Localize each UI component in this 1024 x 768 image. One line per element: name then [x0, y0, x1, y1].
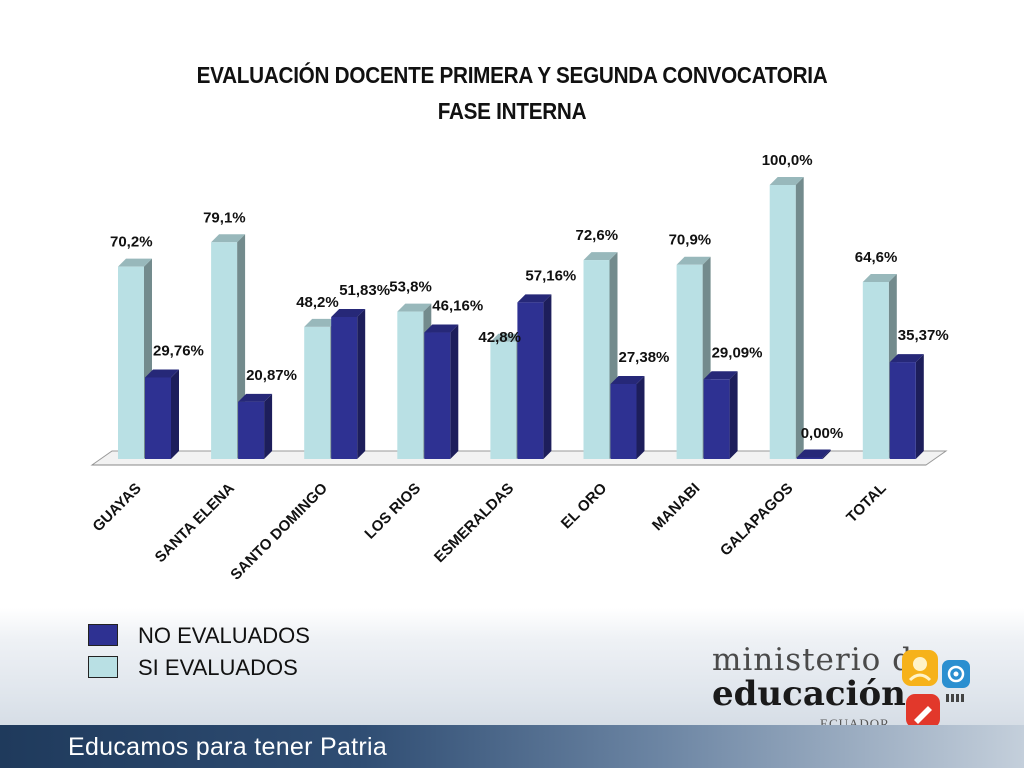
bar-no-evaluados-total — [889, 354, 924, 459]
logo-line-1: ministerio de — [712, 642, 933, 678]
bar-no-evaluados-santa-elena-front — [238, 401, 265, 459]
legend-label-si-evaluados: SI EVALUADOS — [138, 655, 298, 680]
bar-no-evaluados-santa-elena-side — [264, 393, 273, 459]
bar-no-evaluados-esmeraldas — [517, 294, 552, 459]
chart-title-line-2: FASE INTERNA — [437, 98, 587, 124]
bar-no-evaluados-guayas-front — [145, 377, 171, 459]
legend-swatch-no-evaluados — [88, 624, 118, 646]
bar-no-evaluados-esmeraldas-side — [543, 294, 552, 459]
bar-no-evaluados-manabi-side — [729, 371, 738, 459]
bar-no-evaluados-guayas — [145, 369, 179, 459]
category-label-manabi: MANABI — [649, 480, 703, 534]
bar-no-evaluados-el-oro — [610, 375, 645, 459]
bar-si-evaluados-guayas-top — [118, 258, 152, 267]
legend-swatch-si-evaluados — [88, 656, 118, 678]
footer-band — [0, 725, 1024, 768]
bar-no-evaluados-el-oro-side — [636, 375, 645, 459]
bar-si-evaluados-galapagos-top — [769, 177, 804, 185]
data-label-si-evaluados-manabi: 70,9% — [669, 232, 712, 249]
bar-si-evaluados-galapagos-front — [769, 185, 796, 459]
bar-si-evaluados-galapagos — [769, 177, 804, 459]
bar-no-evaluados-esmeraldas-front — [517, 302, 544, 459]
bar-si-evaluados-santa-elena-top — [211, 234, 246, 243]
bar-no-evaluados-los-rios-side — [450, 324, 459, 459]
data-label-no-evaluados-el-oro: 27,38% — [619, 349, 670, 366]
chart-title-line-1: EVALUACIÓN DOCENTE PRIMERA Y SEGUNDA CON… — [196, 62, 828, 88]
bar-no-evaluados-manabi — [703, 371, 738, 459]
data-label-no-evaluados-guayas: 29,76% — [153, 342, 204, 359]
bar-no-evaluados-santa-elena — [238, 393, 273, 459]
bar-no-evaluados-total-top — [889, 354, 924, 363]
bar-si-evaluados-manabi-front — [676, 264, 703, 459]
category-label-santa-elena: SANTA ELENA — [152, 480, 238, 566]
bar-no-evaluados-manabi-front — [703, 379, 730, 459]
category-label-total: TOTAL — [843, 480, 889, 526]
bar-no-evaluados-santa-elena-top — [238, 393, 273, 402]
bar-si-evaluados-manabi-top — [676, 256, 711, 265]
bar-no-evaluados-guayas-side — [171, 369, 179, 459]
category-label-el-oro: EL ORO — [558, 480, 611, 533]
bar-si-evaluados-guayas-front — [118, 266, 144, 459]
bar-si-evaluados-galapagos-side — [795, 177, 804, 459]
data-label-no-evaluados-los-rios: 46,16% — [432, 298, 483, 315]
bar-chart: 70,2% 29,76% 79,1% 20,87% 48,2%51,83% 53,8%46… — [89, 152, 949, 584]
bar-no-evaluados-galapagos — [796, 449, 831, 459]
bar-si-evaluados-el-oro-front — [583, 260, 610, 459]
bar-no-evaluados-los-rios-top — [424, 324, 459, 333]
bar-si-evaluados-santa-elena-front — [211, 242, 238, 459]
data-label-si-evaluados-esmeraldas: 42,8% — [478, 329, 521, 346]
bar-no-evaluados-santo-domingo-side — [357, 308, 366, 459]
logo-line-2: educación — [712, 674, 906, 714]
bar-si-evaluados-los-rios-top — [397, 303, 432, 312]
bar-no-evaluados-guayas-top — [145, 369, 179, 378]
bar-no-evaluados-santo-domingo — [331, 308, 366, 459]
data-label-no-evaluados-santo-domingo: 51,83% — [339, 282, 390, 299]
bar-no-evaluados-santo-domingo-top — [331, 308, 366, 317]
bar-no-evaluados-los-rios-front — [424, 332, 451, 459]
bar-no-evaluados-el-oro-front — [610, 383, 637, 459]
bar-no-evaluados-el-oro-top — [610, 375, 645, 384]
bar-no-evaluados-total-side — [915, 354, 924, 459]
data-label-no-evaluados-total: 35,37% — [898, 327, 949, 344]
data-label-si-evaluados-el-oro: 72,6% — [576, 227, 619, 244]
data-label-si-evaluados-los-rios: 53,8% — [389, 279, 432, 296]
bar-si-evaluados-santo-domingo-top — [304, 318, 339, 327]
bar-si-evaluados-el-oro-top — [583, 252, 618, 261]
bar-no-evaluados-manabi-top — [703, 371, 738, 380]
category-label-galapagos: GALAPAGOS — [717, 480, 797, 560]
category-label-esmeraldas: ESMERALDAS — [431, 480, 517, 566]
bar-no-evaluados-santo-domingo-front — [331, 316, 358, 459]
bar-no-evaluados-total-front — [889, 362, 916, 459]
ministerio-logo: ministerio de educación ECUADOR — [712, 642, 992, 738]
bar-si-evaluados-santo-domingo-front — [304, 326, 331, 459]
bar-no-evaluados-esmeraldas-top — [517, 294, 552, 303]
bar-no-evaluados-los-rios — [424, 324, 459, 459]
data-label-no-evaluados-galapagos: 0,00% — [801, 425, 844, 442]
logo-emblem-icon — [902, 650, 970, 728]
bar-si-evaluados-esmeraldas-front — [490, 341, 517, 459]
bar-si-evaluados-total-top — [862, 273, 897, 282]
bar-si-evaluados-total-front — [862, 281, 889, 459]
bar-si-evaluados-los-rios-front — [397, 311, 424, 459]
category-label-guayas: GUAYAS — [89, 480, 144, 535]
data-label-si-evaluados-total: 64,6% — [855, 249, 898, 266]
footer-slogan: Educamos para tener Patria — [68, 733, 388, 761]
category-label-los-rios: LOS RIOS — [361, 480, 424, 543]
data-label-si-evaluados-galapagos: 100,0% — [762, 152, 813, 169]
bar-no-evaluados-galapagos-side — [822, 449, 831, 459]
data-label-si-evaluados-santa-elena: 79,1% — [203, 209, 246, 226]
data-label-no-evaluados-santa-elena: 20,87% — [246, 367, 297, 384]
data-label-no-evaluados-manabi: 29,09% — [712, 344, 763, 361]
bar-si-evaluados-esmeraldas-top — [490, 333, 525, 342]
bar-no-evaluados-galapagos-top — [796, 449, 831, 458]
data-label-si-evaluados-santo-domingo: 48,2% — [296, 294, 339, 311]
category-label-santo-domingo: SANTO DOMINGO — [227, 480, 331, 584]
bar-no-evaluados-galapagos-front — [796, 457, 823, 459]
data-label-si-evaluados-guayas: 70,2% — [110, 234, 153, 251]
legend-label-no-evaluados: NO EVALUADOS — [138, 623, 310, 648]
data-label-no-evaluados-esmeraldas: 57,16% — [525, 267, 576, 284]
